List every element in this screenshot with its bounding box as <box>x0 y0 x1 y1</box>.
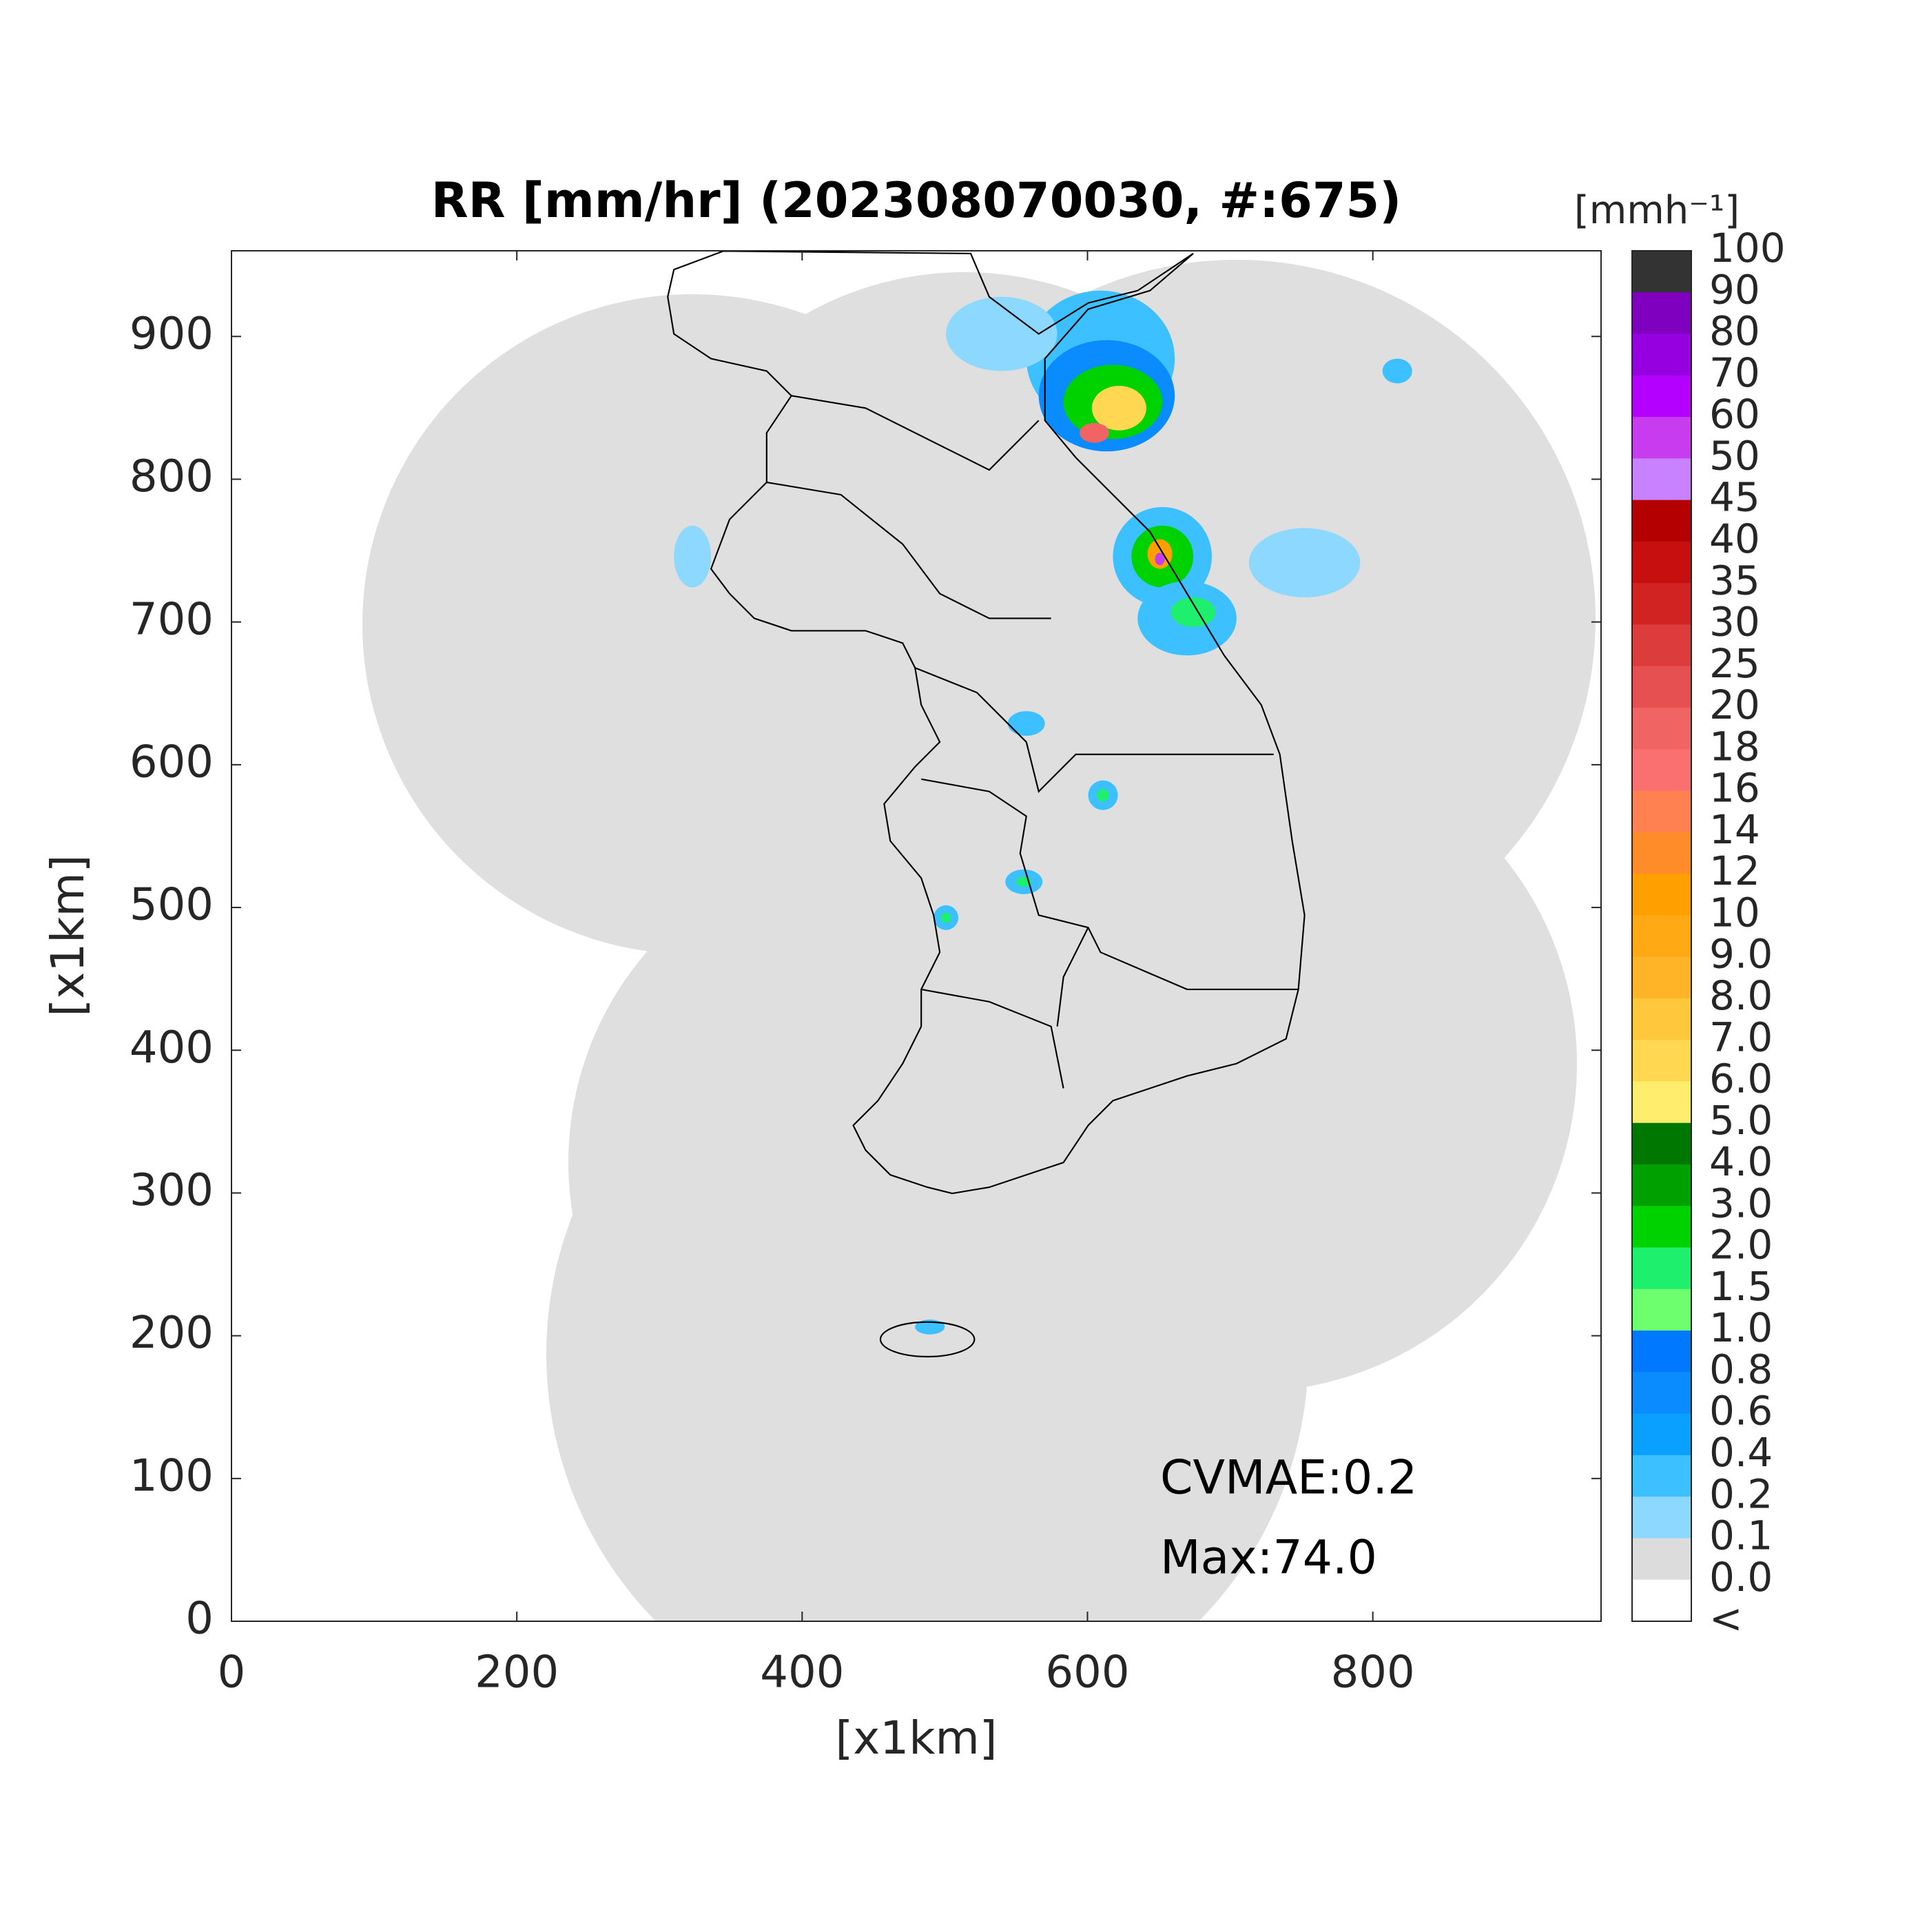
colorbar-label: 12 <box>1709 847 1760 894</box>
x-tick-label: 600 <box>1045 1647 1129 1698</box>
colorbar-segment <box>1632 956 1691 999</box>
colorbar-segment <box>1632 708 1691 750</box>
annotation: CVMAE:0.2 <box>1160 1451 1417 1505</box>
annotation: Max:74.0 <box>1160 1531 1377 1585</box>
colorbar: 100908070605045403530252018161412109.08.… <box>1631 225 1786 1642</box>
colorbar-label: 18 <box>1709 723 1760 770</box>
colorbar-label: 10 <box>1709 889 1760 936</box>
colorbar-segment <box>1632 333 1691 376</box>
y-tick-label: 800 <box>130 451 214 502</box>
x-tick-label: 0 <box>218 1647 246 1698</box>
colorbar-label: 14 <box>1709 806 1760 853</box>
colorbar-label: 0.2 <box>1709 1470 1773 1517</box>
colorbar-title: [mmh⁻¹] <box>1574 188 1740 233</box>
colorbar-label: 4.0 <box>1709 1138 1773 1185</box>
colorbar-label: 0.0 <box>1709 1554 1773 1601</box>
x-tick-label: 800 <box>1331 1647 1415 1698</box>
colorbar-segment <box>1632 375 1691 418</box>
colorbar-segment <box>1632 1538 1691 1581</box>
colorbar-label: 70 <box>1709 349 1760 396</box>
colorbar-segment <box>1632 915 1691 958</box>
colorbar-segment <box>1632 292 1691 335</box>
colorbar-segment <box>1632 790 1691 833</box>
y-tick-label: 200 <box>130 1308 214 1359</box>
colorbar-label: 20 <box>1709 681 1760 728</box>
colorbar-label: 9.0 <box>1709 931 1773 978</box>
colorbar-segment <box>1632 1122 1691 1165</box>
colorbar-segment <box>1632 541 1691 584</box>
x-tick-label: 200 <box>475 1647 559 1698</box>
colorbar-label: 90 <box>1709 266 1760 313</box>
colorbar-segment <box>1632 1247 1691 1290</box>
colorbar-segment <box>1632 666 1691 708</box>
colorbar-label: 30 <box>1709 599 1760 646</box>
colorbar-label: 0.6 <box>1709 1388 1773 1435</box>
colorbar-segment <box>1632 1413 1691 1456</box>
colorbar-segment <box>1632 458 1691 501</box>
colorbar-segment <box>1632 874 1691 916</box>
colorbar-segment <box>1632 1164 1691 1206</box>
y-axis-label: [x1km] <box>41 854 94 1016</box>
colorbar-segment <box>1632 998 1691 1040</box>
x-axis-label: [x1km] <box>835 1712 997 1765</box>
y-tick-label: 500 <box>130 880 214 931</box>
y-tick-label: 300 <box>130 1165 214 1216</box>
colorbar-segment <box>1632 251 1691 293</box>
y-tick-label: 700 <box>130 594 214 645</box>
coastline <box>667 251 1306 1358</box>
colorbar-label: 16 <box>1709 765 1760 812</box>
colorbar-label: 8.0 <box>1709 972 1773 1019</box>
colorbar-label: 80 <box>1709 308 1760 355</box>
y-tick-label: 100 <box>130 1450 214 1501</box>
colorbar-segment <box>1632 1372 1691 1415</box>
colorbar-label: 100 <box>1709 225 1786 271</box>
colorbar-segment <box>1632 1206 1691 1248</box>
colorbar-segment <box>1632 500 1691 542</box>
colorbar-frame <box>1631 250 1692 1622</box>
colorbar-segment <box>1632 749 1691 792</box>
x-tick-label: 400 <box>760 1647 844 1698</box>
colorbar-segment <box>1632 832 1691 874</box>
rain-echoes <box>674 290 1412 1335</box>
colorbar-label: < <box>1709 1595 1743 1642</box>
colorbar-label: 0.1 <box>1709 1512 1773 1559</box>
colorbar-segment <box>1632 1579 1691 1622</box>
colorbar-label: 0.4 <box>1709 1429 1773 1476</box>
chart-title: RR [mm/hr] (202308070030, #:675) <box>431 172 1402 229</box>
y-tick-label: 900 <box>130 309 214 360</box>
colorbar-label: 5.0 <box>1709 1097 1773 1144</box>
colorbar-label: 7.0 <box>1709 1014 1773 1060</box>
colorbar-segment <box>1632 624 1691 667</box>
y-tick-label: 600 <box>130 737 214 788</box>
colorbar-label: 1.5 <box>1709 1263 1773 1310</box>
colorbar-segment <box>1632 417 1691 459</box>
y-tick-label: 400 <box>130 1022 214 1073</box>
colorbar-segment <box>1632 1455 1691 1497</box>
colorbar-segment <box>1632 583 1691 625</box>
colorbar-label: 1.0 <box>1709 1304 1773 1351</box>
colorbar-label: 45 <box>1709 474 1760 521</box>
colorbar-label: 25 <box>1709 640 1760 687</box>
colorbar-segment <box>1632 1330 1691 1373</box>
map-layer <box>362 251 1596 1621</box>
colorbar-label: 35 <box>1709 557 1760 604</box>
colorbar-label: 60 <box>1709 391 1760 438</box>
plot-frame <box>231 250 1602 1622</box>
colorbar-label: 0.8 <box>1709 1346 1773 1393</box>
colorbar-label: 50 <box>1709 432 1760 479</box>
y-tick-label: 0 <box>185 1594 214 1645</box>
colorbar-label: 6.0 <box>1709 1056 1773 1102</box>
colorbar-label: 40 <box>1709 515 1760 562</box>
colorbar-label: 2.0 <box>1709 1222 1773 1268</box>
colorbar-segment <box>1632 1081 1691 1124</box>
colorbar-segment <box>1632 1040 1691 1082</box>
colorbar-segment <box>1632 1497 1691 1539</box>
colorbar-segment <box>1632 1288 1691 1331</box>
colorbar-label: 3.0 <box>1709 1180 1773 1226</box>
